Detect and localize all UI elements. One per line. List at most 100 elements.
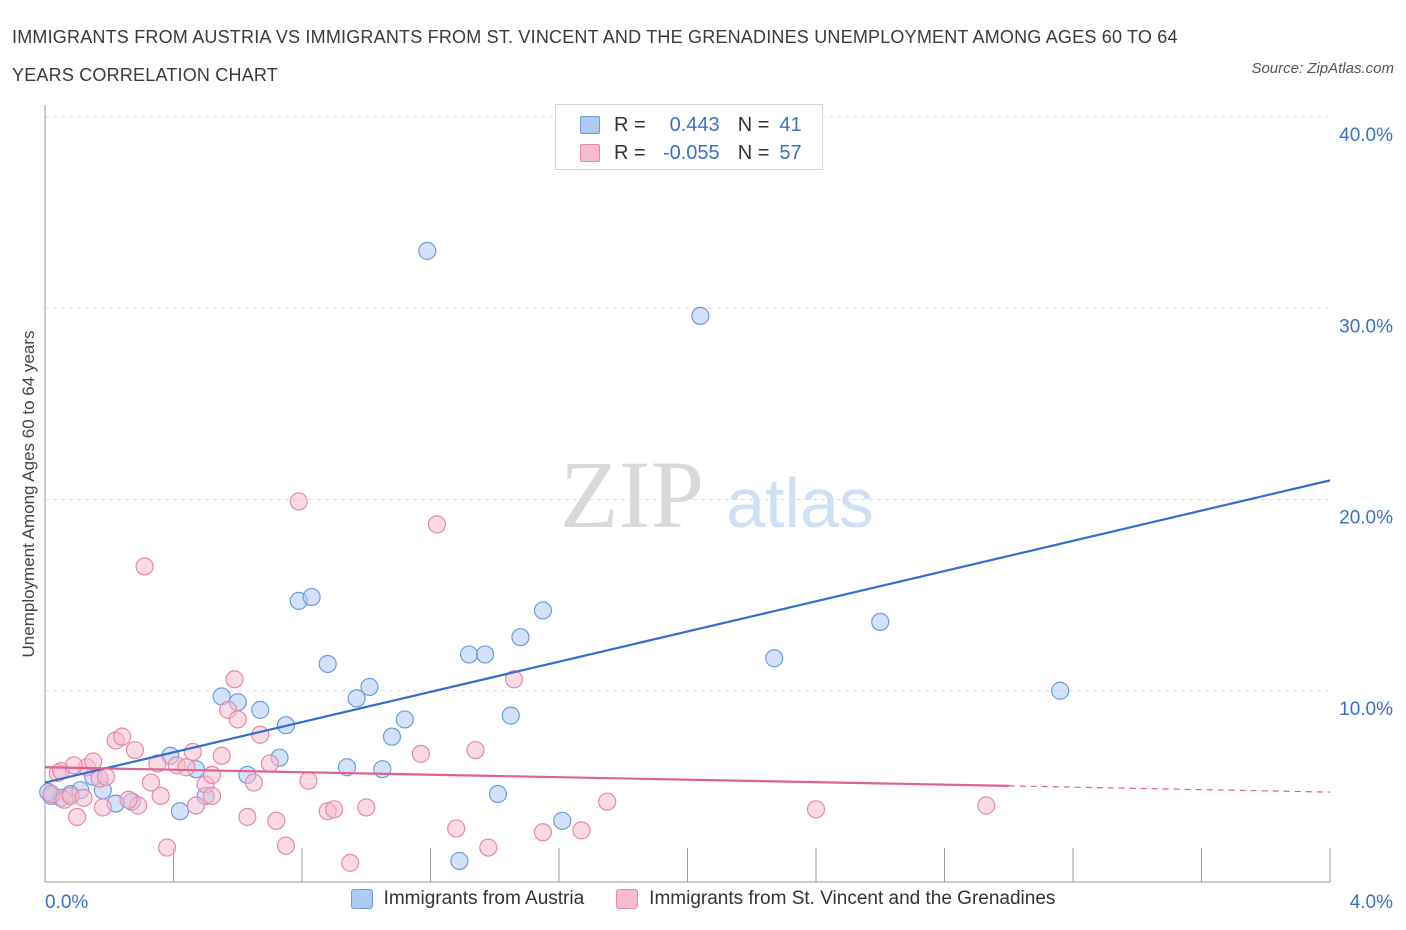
- data-point-blue: [382, 727, 402, 746]
- source-label: Source: ZipAtlas.com: [1251, 60, 1394, 77]
- pink-swatch: [616, 889, 639, 909]
- trend-lines: [44, 479, 1331, 793]
- y-axis-label: Unemployment Among Ages 60 to 64 years: [19, 331, 38, 658]
- data-point-pink: [427, 515, 447, 534]
- data-point-blue: [337, 758, 357, 777]
- data-point-pink: [202, 765, 222, 785]
- watermark-atlas: atlas: [726, 464, 874, 542]
- data-point-blue: [318, 654, 337, 674]
- data-point-pink: [125, 740, 145, 760]
- data-point-pink: [325, 800, 344, 819]
- data-point-pink: [186, 796, 206, 815]
- data-point-pink: [68, 807, 87, 827]
- y-tick-label: 40.0%: [1339, 125, 1393, 146]
- trend-line-blue: [44, 479, 1331, 784]
- data-point-pink: [289, 492, 308, 511]
- x-tick-label: 4.0%: [1350, 892, 1393, 913]
- data-point-blue: [450, 851, 469, 871]
- data-point-pink: [267, 811, 286, 830]
- data-point-pink: [177, 758, 196, 777]
- data-point-blue: [251, 700, 270, 719]
- data-point-blue: [302, 587, 321, 607]
- data-point-pink: [341, 853, 360, 872]
- data-point-pink: [84, 752, 103, 771]
- grid-lines: [45, 116, 1330, 692]
- data-point-pink: [119, 790, 138, 809]
- data-point-pink: [466, 740, 485, 760]
- data-point-blue: [691, 306, 710, 325]
- data-point-pink: [251, 725, 270, 744]
- legend-label: Immigrants from Austria: [383, 888, 585, 909]
- data-point-pink: [151, 786, 170, 806]
- data-point-blue: [418, 241, 437, 260]
- data-point-pink: [212, 746, 231, 765]
- data-point-pink: [357, 798, 376, 817]
- data-points: [39, 241, 1070, 872]
- data-point-pink: [533, 823, 553, 842]
- data-point-blue: [871, 612, 890, 632]
- r-value: -0.055: [662, 141, 720, 164]
- y-tick-label: 30.0%: [1339, 316, 1393, 337]
- trend-line-pink-projection: [1008, 785, 1331, 793]
- data-point-blue: [1051, 681, 1070, 700]
- data-point-pink: [598, 792, 617, 811]
- n-label: N =: [737, 113, 770, 136]
- data-point-blue: [533, 601, 553, 620]
- data-point-blue: [553, 811, 572, 830]
- data-point-pink: [260, 754, 279, 773]
- tick-labels: 10.0% 20.0% 30.0% 40.0% 0.0% 4.0%: [45, 125, 1393, 913]
- data-point-pink: [135, 557, 154, 576]
- data-point-blue: [373, 760, 392, 779]
- y-tick-label: 10.0%: [1339, 699, 1393, 720]
- chart-title: IMMIGRANTS FROM AUSTRIA VS IMMIGRANTS FR…: [12, 27, 1178, 85]
- data-point-blue: [765, 649, 784, 668]
- data-point-pink: [74, 788, 93, 807]
- data-point-pink: [93, 798, 112, 817]
- y-tick-label: 20.0%: [1339, 508, 1393, 529]
- r-label: R =: [614, 141, 646, 164]
- blue-swatch: [580, 116, 600, 134]
- data-point-pink: [112, 727, 132, 746]
- data-point-pink: [148, 754, 167, 773]
- axes: [44, 105, 1331, 883]
- data-point-blue: [501, 706, 520, 725]
- data-point-pink: [276, 836, 296, 855]
- data-point-blue: [347, 689, 366, 708]
- data-point-pink: [411, 744, 430, 763]
- watermark: ZIP atlas: [560, 441, 874, 548]
- data-point-pink: [202, 786, 222, 806]
- data-point-pink: [572, 821, 591, 840]
- legend-item-stvincent[interactable]: Immigrants from St. Vincent and the Gren…: [616, 888, 1055, 910]
- data-point-pink: [225, 670, 244, 689]
- data-point-blue: [360, 677, 379, 697]
- legend-item-austria[interactable]: Immigrants from Austria: [350, 888, 585, 910]
- data-point-pink: [64, 756, 84, 775]
- data-point-pink: [447, 819, 466, 838]
- stats-legend: R = 0.443 N = 41 R = -0.055 N = 57: [555, 104, 823, 170]
- stats-row-austria: R = 0.443 N = 41: [580, 110, 802, 140]
- legend-label: Immigrants from St. Vincent and the Gren…: [649, 888, 1056, 909]
- data-point-blue: [459, 645, 479, 664]
- n-value: 57: [779, 141, 802, 164]
- data-point-pink: [806, 800, 826, 819]
- blue-swatch: [350, 889, 373, 909]
- r-label: R =: [614, 113, 646, 136]
- x-tick-label: 0.0%: [45, 892, 88, 913]
- data-point-pink: [977, 796, 996, 815]
- data-point-blue: [488, 784, 508, 804]
- data-point-pink: [96, 767, 116, 786]
- data-point-pink: [157, 838, 177, 857]
- data-point-pink: [244, 773, 263, 792]
- data-point-blue: [511, 628, 530, 647]
- data-point-blue: [476, 645, 495, 664]
- data-point-pink: [479, 838, 498, 857]
- stats-row-stvincent: R = -0.055 N = 57: [580, 138, 802, 168]
- watermark-zip: ZIP: [560, 441, 704, 548]
- pink-swatch: [580, 144, 600, 162]
- data-point-blue: [395, 710, 414, 729]
- data-point-pink: [141, 773, 161, 792]
- n-value: 41: [779, 113, 802, 136]
- series-legend: Immigrants from Austria Immigrants from …: [0, 888, 1406, 910]
- trend-line-pink: [44, 766, 1009, 787]
